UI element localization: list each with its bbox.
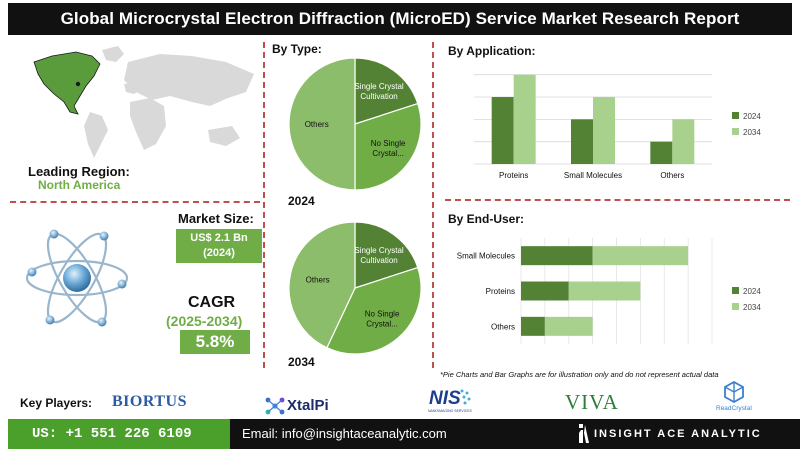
logo-nis-subtitle: NANOIMAGING SERVICES <box>428 409 472 413</box>
enduser-legend-swatch-2034 <box>732 303 739 310</box>
pie-slice-2034-1 <box>326 266 422 355</box>
enduser-bar-2024-2 <box>521 316 545 336</box>
pie-label-2024-1: No Single Crystal... <box>371 139 406 158</box>
leading-region-value: North America <box>38 178 121 192</box>
logo-xtalpi: XtalPi <box>287 397 329 414</box>
enduser-legend-swatch-2024 <box>732 287 739 294</box>
enduser-category-label: Small Molecules <box>457 252 515 261</box>
app-category-label: Small Molecules <box>564 171 622 180</box>
pie-label-2034-1: No Single Crystal... <box>365 310 400 329</box>
cagr-label: CAGR <box>188 294 236 311</box>
pie-slice-2024-2 <box>288 57 356 191</box>
pie-year-2034: 2034 <box>288 355 315 369</box>
market-size-label: Market Size: <box>178 211 254 226</box>
pie-label-2034-2: Others <box>306 276 330 285</box>
divider-vertical-mid <box>432 42 434 368</box>
app-bar-2024-0 <box>491 97 514 164</box>
app-bar-2024-1 <box>571 119 593 164</box>
divider-vertical-left <box>263 42 265 368</box>
application-bar-chart: Proteins Small Molecules Others 2024 2034 <box>474 74 761 180</box>
footer-phone[interactable]: US: +1 551 226 6109 <box>8 419 230 449</box>
insightace-logo-icon <box>579 424 589 443</box>
by-end-user-title: By End-User: <box>448 212 525 226</box>
market-size-value: US$ 2.1 Bn <box>190 232 248 244</box>
logo-nis: NIS <box>429 388 461 409</box>
market-size-year: (2024) <box>203 247 235 259</box>
logo-viva: VIVA <box>565 390 619 414</box>
app-category-label: Others <box>660 171 684 180</box>
pie-slice-2034-0 <box>354 221 419 289</box>
report-title: Global Microcrystal Electron Diffraction… <box>8 3 792 35</box>
pie-label-2024-2: Others <box>305 120 329 129</box>
pie-label-2024-0: Single Crystal Cultivation <box>354 82 404 101</box>
pie-chart-2024: Single Crystal Cultivation No Single Crysta… <box>288 57 422 191</box>
pie-chart-2034: Single Crystal Cultivation No Single Crysta… <box>288 221 422 355</box>
cagr-value: 5.8% <box>180 330 250 354</box>
enduser-bar-2034-2 <box>544 316 593 336</box>
pie-slice-2024-0 <box>354 57 419 125</box>
enduser-bar-2034-1 <box>568 281 641 301</box>
readcrystal-cube-icon <box>724 380 744 404</box>
enduser-bar-2024-1 <box>521 281 569 301</box>
by-application-title: By Application: <box>448 44 536 58</box>
enduser-legend-label-2034: 2034 <box>743 303 761 312</box>
footer-brand: INSIGHT ACE ANALYTIC <box>594 428 762 440</box>
app-bar-2034-0 <box>513 74 536 164</box>
key-players-label: Key Players: <box>20 396 93 410</box>
footer-bar <box>230 419 800 449</box>
leading-region-label: Leading Region: <box>28 164 130 179</box>
app-bar-2034-2 <box>672 119 695 164</box>
app-category-label: Proteins <box>499 171 528 180</box>
enduser-legend-label-2024: 2024 <box>743 287 761 296</box>
pie-slice-2034-2 <box>288 221 356 349</box>
logo-readcrystal: ReadCrystal <box>716 405 752 412</box>
market-size-box: US$ 2.1 Bn (2024) <box>176 229 262 263</box>
pie-slice-2024-1 <box>354 102 422 191</box>
map-other-regions <box>84 46 254 158</box>
map-north-america <box>33 51 101 115</box>
nis-dots-icon <box>460 389 471 405</box>
pie-label-2034-0: Single Crystal Cultivation <box>354 246 404 265</box>
app-bar-2034-1 <box>593 97 615 164</box>
map-marker-icon <box>75 81 81 87</box>
end-user-bar-chart: Small Molecules Proteins Others 2024 2034 <box>457 238 761 344</box>
footer-email[interactable]: Email: info@insightaceanalytic.com <box>242 426 447 441</box>
by-type-title: By Type: <box>272 42 322 56</box>
enduser-category-label: Others <box>491 322 515 331</box>
atom-icon <box>25 229 129 327</box>
logo-biortus: BIORTUS <box>112 393 187 410</box>
app-legend-label-2024: 2024 <box>743 112 761 121</box>
enduser-category-label: Proteins <box>486 287 515 296</box>
enduser-bar-2024-0 <box>521 246 593 266</box>
enduser-bar-2034-0 <box>592 246 689 266</box>
pie-year-2024: 2024 <box>288 194 315 208</box>
cagr-period: (2025-2034) <box>166 313 243 329</box>
app-legend-swatch-2024 <box>732 112 739 119</box>
divider-horizontal-right <box>445 199 790 201</box>
app-legend-swatch-2034 <box>732 128 739 135</box>
disclaimer-note: *Pie Charts and Bar Graphs are for illus… <box>440 370 719 379</box>
xtalpi-icon <box>265 397 285 415</box>
world-map <box>33 46 254 158</box>
divider-horizontal-left <box>10 201 260 203</box>
app-bar-2024-2 <box>650 141 673 164</box>
app-legend-label-2034: 2034 <box>743 128 761 137</box>
